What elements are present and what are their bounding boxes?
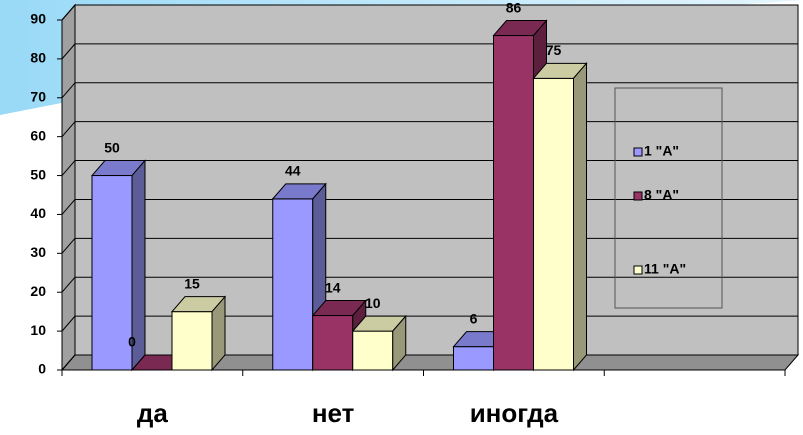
grid-line bbox=[61, 43, 76, 60]
bar bbox=[532, 61, 588, 372]
grid-line bbox=[61, 315, 76, 332]
data-label: 14 bbox=[325, 279, 341, 295]
grid-line bbox=[61, 199, 76, 215]
y-tick-label: 60 bbox=[30, 127, 46, 143]
grid-line bbox=[61, 82, 76, 99]
legend-label: 11 "А" bbox=[644, 261, 686, 277]
bar-front bbox=[493, 35, 534, 371]
legend-label: 8 "А" bbox=[644, 187, 679, 203]
legend-swatch bbox=[633, 147, 643, 157]
x-tick-label: иногда bbox=[470, 398, 559, 428]
bar-front bbox=[272, 198, 314, 371]
data-label: 6 bbox=[470, 310, 478, 326]
grid-line bbox=[61, 354, 76, 371]
legend-box bbox=[614, 87, 723, 309]
bar bbox=[90, 159, 147, 372]
side-wall bbox=[61, 3, 76, 372]
bar-front bbox=[312, 315, 354, 371]
y-tick-label: 20 bbox=[30, 283, 46, 299]
legend-swatch bbox=[633, 191, 643, 201]
grid-line bbox=[61, 276, 76, 293]
bar-side bbox=[211, 295, 226, 372]
bar-side bbox=[392, 314, 407, 372]
grid-line bbox=[61, 4, 76, 21]
x-tick-label: нет bbox=[312, 398, 355, 428]
y-tick-label: 80 bbox=[30, 50, 46, 66]
grid-line bbox=[61, 160, 76, 176]
bar-front bbox=[352, 330, 394, 371]
y-tick-label: 40 bbox=[30, 205, 46, 221]
legend-swatch bbox=[633, 265, 643, 275]
y-tick-label: 10 bbox=[30, 322, 46, 338]
y-tick-label: 70 bbox=[30, 88, 46, 104]
data-label: 86 bbox=[506, 0, 522, 15]
bar-side bbox=[573, 61, 587, 372]
data-label: 50 bbox=[104, 139, 120, 155]
data-label: 75 bbox=[546, 42, 562, 58]
y-tick-label: 90 bbox=[30, 11, 46, 27]
legend-label: 1 "А" bbox=[644, 143, 679, 159]
data-label: 15 bbox=[184, 275, 200, 291]
data-label: 44 bbox=[285, 163, 301, 179]
bar-front bbox=[453, 346, 494, 371]
data-label: 10 bbox=[365, 295, 381, 311]
data-label: 0 bbox=[128, 334, 136, 350]
bar bbox=[351, 314, 407, 372]
bar bbox=[170, 295, 227, 372]
y-tick-label: 0 bbox=[38, 361, 46, 377]
grid-line bbox=[61, 238, 76, 254]
y-tick-label: 50 bbox=[30, 166, 46, 182]
x-tick-label: да bbox=[137, 398, 169, 428]
bar bbox=[271, 182, 327, 372]
bar-front bbox=[171, 311, 213, 371]
bar-front bbox=[533, 77, 574, 371]
grid-line bbox=[61, 121, 76, 137]
bar-front bbox=[91, 175, 133, 371]
y-tick-label: 30 bbox=[30, 244, 46, 260]
